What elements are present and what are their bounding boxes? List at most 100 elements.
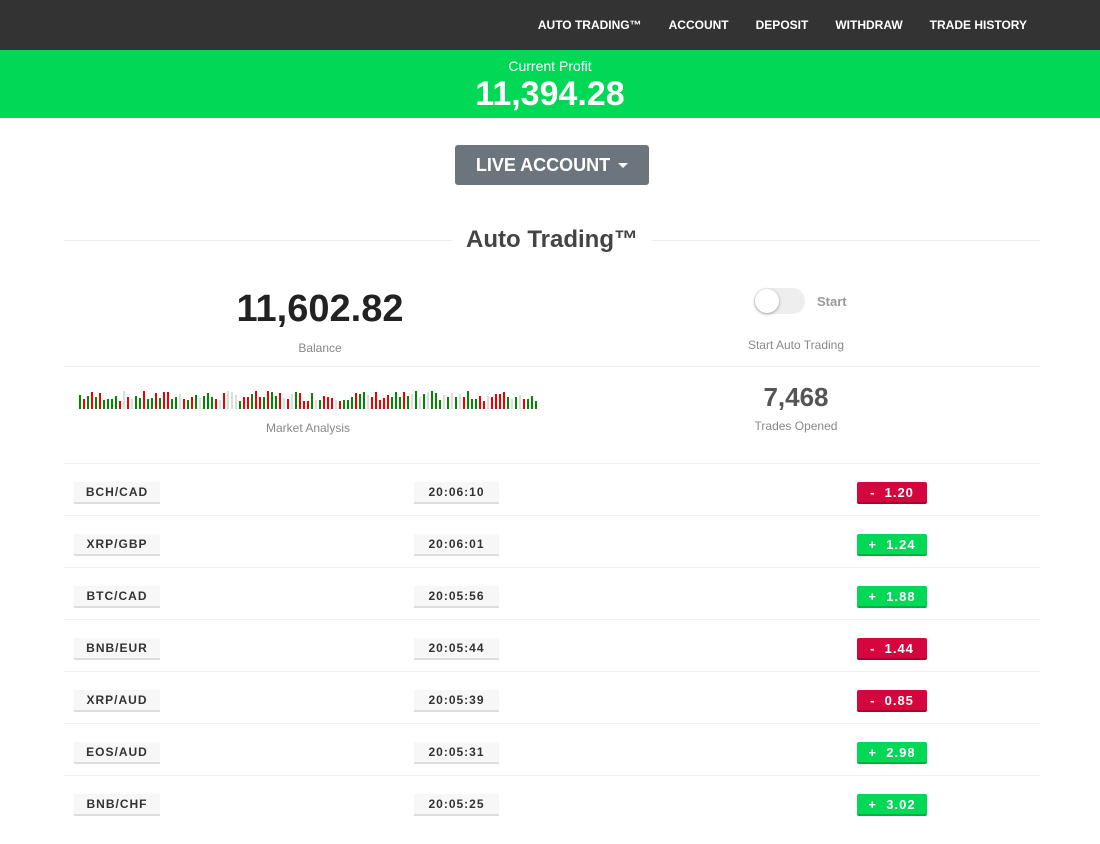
market-bar [387, 395, 389, 409]
market-bar [391, 397, 393, 409]
market-bar [411, 394, 413, 409]
market-bar [151, 397, 153, 409]
nav-auto-trading[interactable]: AUTO TRADING™ [537, 18, 642, 32]
pair-badge: BCH/CAD [74, 482, 160, 504]
market-bar [375, 392, 377, 409]
trade-row: BNB/CHF 20:05:25 + 3.02 [64, 775, 1040, 827]
market-bar [267, 391, 269, 409]
pair-badge: BNB/EUR [74, 638, 160, 660]
market-bar [355, 393, 357, 409]
market-bar [527, 398, 529, 409]
pair-badge: BNB/CHF [74, 794, 160, 816]
time-badge: 20:05:44 [414, 638, 499, 660]
market-bar [531, 395, 533, 409]
market-bar [211, 396, 213, 409]
balance-label: Balance [298, 341, 342, 355]
market-bar [479, 395, 481, 409]
market-bar [143, 391, 145, 409]
trades-opened: 7,468 Trades Opened [696, 382, 896, 433]
market-bar [335, 399, 337, 409]
market-bar [415, 391, 417, 409]
market-bar [227, 391, 229, 409]
auto-trading-toggle[interactable] [754, 288, 805, 314]
market-bar [251, 393, 253, 409]
market-bar [471, 399, 473, 409]
nav-account[interactable]: ACCOUNT [668, 18, 729, 32]
trades-opened-value: 7,468 [763, 382, 829, 412]
time-badge: 20:06:01 [414, 534, 499, 556]
market-bar [127, 396, 129, 409]
market-bar [503, 391, 505, 409]
market-bar [323, 396, 325, 409]
market-bar [399, 396, 401, 409]
market-bar [467, 391, 469, 409]
market-bar [315, 399, 317, 409]
market-bar [383, 397, 385, 409]
market-bar [487, 395, 489, 409]
toggle-label: Start [817, 293, 847, 309]
market-bar [327, 397, 329, 409]
market-bar [311, 392, 313, 409]
account-label: LIVE ACCOUNT [475, 154, 611, 175]
market-bar [239, 400, 241, 409]
amount-badge: - 0.85 [857, 690, 927, 712]
market-bar [447, 397, 449, 409]
market-bar [495, 394, 497, 409]
time-badge: 20:05:31 [414, 742, 499, 764]
trade-row: EOS/AUD 20:05:31 + 2.98 [64, 723, 1040, 775]
top-nav: AUTO TRADING™ ACCOUNT DEPOSIT WITHDRAW T… [0, 0, 1100, 50]
market-bar [499, 393, 501, 409]
profit-banner: Current Profit 11,394.28 [0, 50, 1100, 118]
market-bar [483, 400, 485, 409]
amount-badge: + 1.24 [857, 534, 927, 556]
market-bar [439, 400, 441, 409]
trade-row: XRP/GBP 20:06:01 + 1.24 [64, 515, 1040, 567]
market-bar [255, 391, 257, 409]
profit-label: Current Profit [508, 58, 592, 74]
market-bar [259, 397, 261, 409]
trade-row: BNB/EUR 20:05:44 - 1.44 [64, 619, 1040, 671]
toggle-knob [755, 289, 779, 313]
market-bar [291, 394, 293, 409]
market-bar [403, 392, 405, 409]
market-bar [243, 397, 245, 409]
market-bar [343, 400, 345, 409]
market-bar [435, 392, 437, 409]
live-account-dropdown[interactable]: LIVE ACCOUNT [455, 145, 649, 185]
pair-badge: XRP/GBP [74, 534, 160, 556]
market-bar [379, 400, 381, 409]
market-bar [475, 399, 477, 409]
market-bar [223, 393, 225, 409]
market-bar [427, 391, 429, 409]
market-bar [115, 396, 117, 409]
balance-value: 11,602.82 [236, 288, 404, 330]
market-bar [535, 400, 537, 409]
market-bar [511, 399, 513, 409]
market-bar [319, 400, 321, 409]
nav-withdraw[interactable]: WITHDRAW [835, 18, 903, 32]
caret-down-icon [618, 162, 629, 168]
market-bar [207, 392, 209, 409]
pair-badge: BTC/CAD [74, 586, 160, 608]
trade-row: BCH/CAD 20:06:10 - 1.20 [64, 463, 1040, 515]
market-bar [195, 394, 197, 409]
market-bar [139, 398, 141, 409]
market-bar [455, 396, 457, 409]
profit-value: 11,394.28 [475, 75, 625, 113]
market-bar [219, 399, 221, 409]
nav-deposit[interactable]: DEPOSIT [755, 18, 809, 32]
market-bar [491, 397, 493, 409]
market-bar [203, 396, 205, 409]
market-bar [451, 393, 453, 409]
divider [652, 239, 1041, 241]
market-bar [275, 396, 277, 409]
market-bar [459, 393, 461, 409]
market-bar [367, 394, 369, 409]
market-bar [135, 395, 137, 409]
market-bar [287, 399, 289, 409]
market-bar [419, 396, 421, 409]
nav-trade-history[interactable]: TRADE HISTORY [929, 18, 1027, 32]
market-bar [443, 395, 445, 409]
market-bar [395, 391, 397, 409]
market-bar [431, 391, 433, 409]
